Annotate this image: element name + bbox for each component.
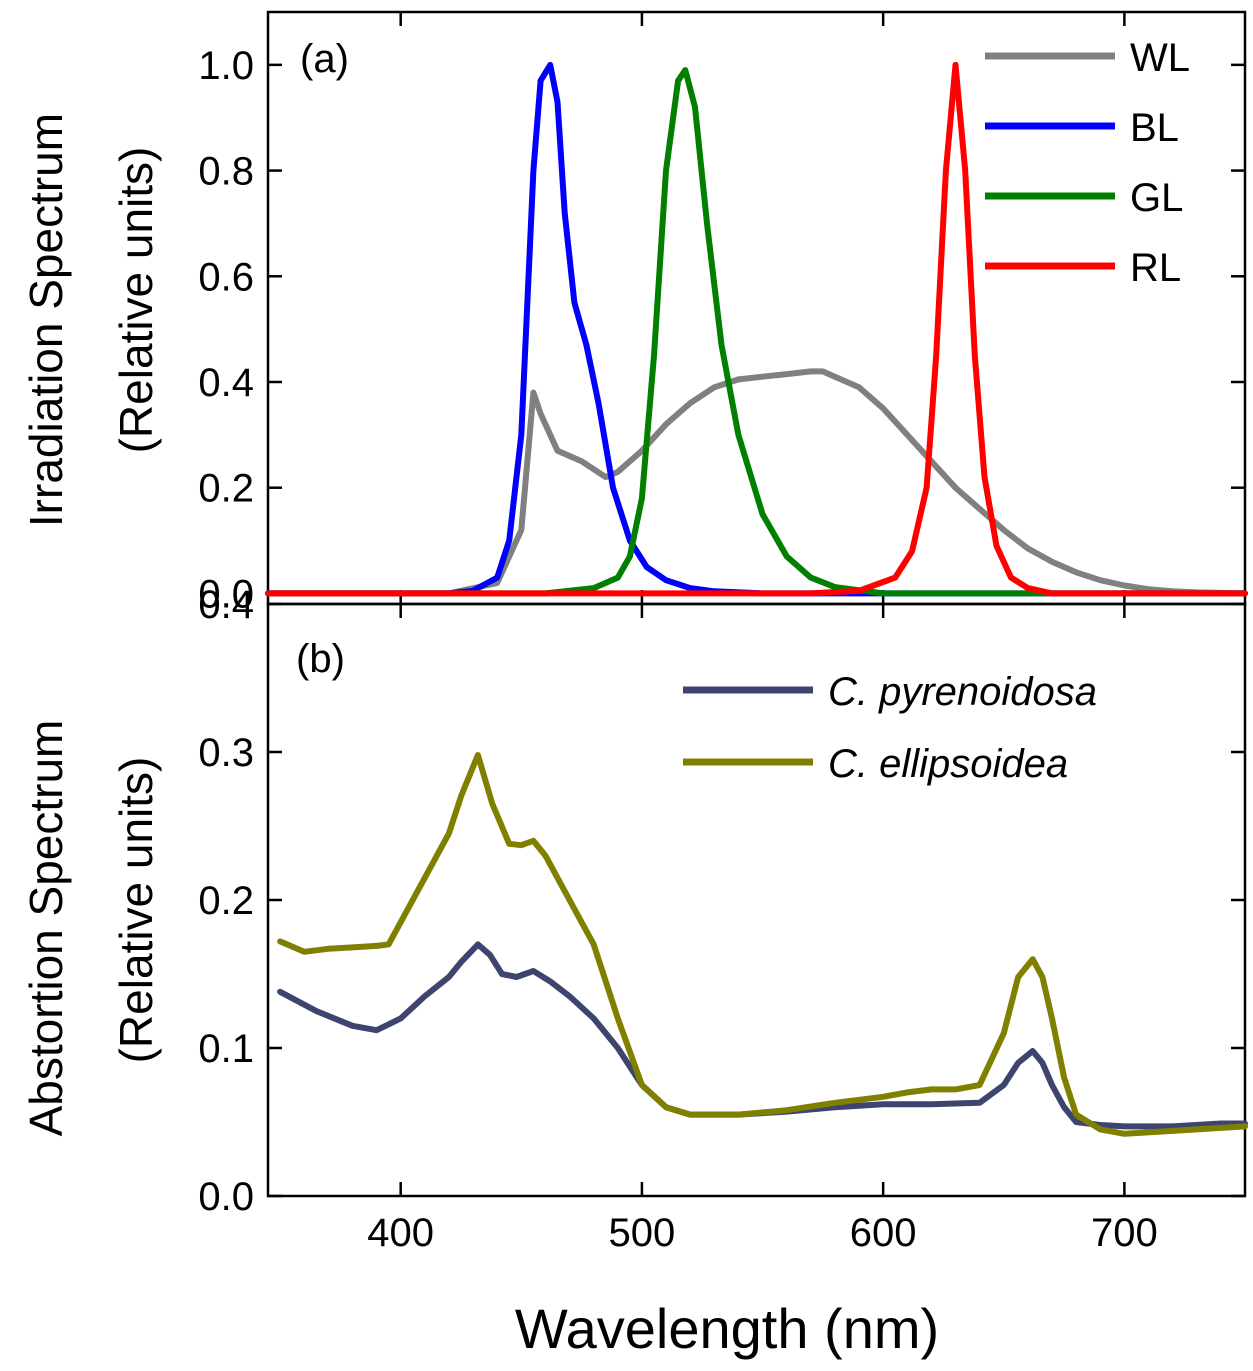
x-tick-label: 400 xyxy=(367,1211,434,1255)
panel-a-frame xyxy=(266,10,1247,606)
x-tick-label: 600 xyxy=(850,1211,917,1255)
panel-b: 0.0 0.1 0.2 0.3 0.4 400 500 600 700 (b) C. pyre… xyxy=(198,583,1248,1255)
y-tick-label: 0.0 xyxy=(198,572,254,616)
panel-b-ylabel-line2: (Relative units) xyxy=(110,757,162,1064)
y-tick-label: 0.8 xyxy=(198,150,254,194)
panel-a-ylabel-line1: Irradiation Spectrum xyxy=(20,113,72,527)
panel-b-legend: C. pyrenoidosa C. ellipsoidea xyxy=(683,670,1097,786)
series-line-bl xyxy=(265,61,1248,597)
panel-a-y-ticks: 0.0 0.2 0.4 0.6 0.8 1.0 xyxy=(198,44,1245,616)
series-line-wl xyxy=(265,368,1248,597)
x-tick-label: 500 xyxy=(609,1211,676,1255)
y-tick-label: 0.3 xyxy=(198,731,254,775)
legend-label: BL xyxy=(1130,106,1179,150)
panel-a-ylabel-line2: (Relative units) xyxy=(110,147,162,454)
panel-a: 0.0 0.2 0.4 0.6 0.8 1.0 (a) WL BL GL RL xyxy=(198,10,1248,616)
panel-b-ylabel-line1: Abstortion Spectrum xyxy=(20,720,72,1137)
legend-label: WL xyxy=(1130,36,1190,80)
series-line-c-ellipsoidea xyxy=(277,752,1248,1137)
y-tick-label: 0.1 xyxy=(198,1027,254,1071)
series-line-gl xyxy=(265,67,1248,597)
x-tick-label: 700 xyxy=(1091,1211,1158,1255)
panel-b-label: (b) xyxy=(296,637,345,681)
y-tick-label: 0.4 xyxy=(198,361,254,405)
y-tick-label: 0.6 xyxy=(198,255,254,299)
y-tick-label: 0.2 xyxy=(198,879,254,923)
legend-label: RL xyxy=(1130,246,1181,290)
series-line-c-pyrenoidosa xyxy=(277,941,1248,1130)
panel-b-x-ticks: 400 500 600 700 xyxy=(367,604,1158,1255)
y-tick-label: 0.4 xyxy=(198,583,254,627)
legend-label: C. ellipsoidea xyxy=(828,742,1068,786)
legend-label: C. pyrenoidosa xyxy=(828,670,1097,714)
x-axis-label: Wavelength (nm) xyxy=(515,1297,939,1360)
panel-b-series xyxy=(277,752,1248,1137)
panel-a-legend: WL BL GL RL xyxy=(985,36,1190,290)
legend-label: GL xyxy=(1130,176,1183,220)
panel-a-label: (a) xyxy=(300,37,349,81)
panel-a-series xyxy=(265,61,1248,597)
series-line-rl xyxy=(265,61,1248,597)
y-tick-label: 0.2 xyxy=(198,467,254,511)
y-tick-label: 1.0 xyxy=(198,44,254,88)
y-tick-label: 0.0 xyxy=(198,1175,254,1219)
panel-b-y-ticks: 0.0 0.1 0.2 0.3 0.4 xyxy=(198,583,1245,1219)
